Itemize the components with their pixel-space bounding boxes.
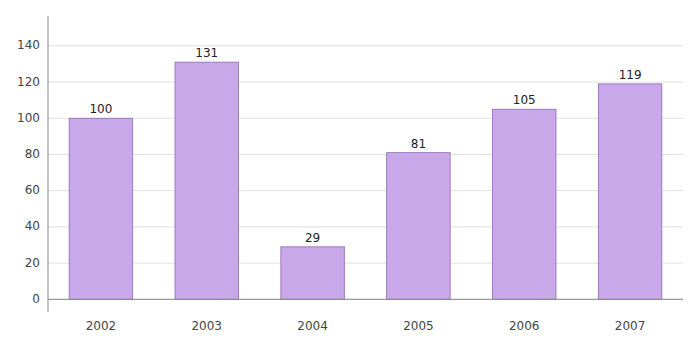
grid-line [48,190,683,191]
grid-line [48,82,683,83]
grid-line [48,118,683,119]
data-label: 105 [513,93,536,107]
y-tick-label: 40 [25,219,40,233]
y-tick-label: 120 [17,75,40,89]
x-tick-label: 2005 [403,319,434,333]
bar [387,153,451,300]
data-label: 131 [195,46,218,60]
y-tick-label: 0 [32,292,40,306]
y-tick-label: 80 [25,147,40,161]
chart-container: 0204060801001201402002200320042005200620… [0,0,699,344]
grid-line [48,299,683,300]
data-label: 29 [305,231,320,245]
bar [598,84,662,299]
x-axis-line [48,299,683,300]
data-label: 81 [411,137,426,151]
y-axis-line [48,16,49,312]
data-label: 119 [619,68,642,82]
data-labels: 100 131 29 81 105 119 [89,46,641,245]
grid-line [48,263,683,264]
bars [69,62,662,299]
x-tick-label: 2007 [615,319,646,333]
grid-line [48,226,683,227]
x-tick-label: 2002 [86,319,117,333]
bar [175,62,239,299]
y-tick-label: 100 [17,111,40,125]
x-axis-ticks: 2002 2003 2004 2005 2006 2007 [86,319,646,333]
y-tick-label: 140 [17,38,40,52]
bar [493,109,557,299]
y-axis-ticks: 0 20 40 60 80 100 120 140 [17,38,40,305]
bar [281,247,345,300]
data-label: 100 [89,102,112,116]
x-tick-label: 2003 [191,319,222,333]
x-tick-label: 2004 [297,319,328,333]
chart-svg: 0204060801001201402002200320042005200620… [0,0,699,344]
grid [48,46,683,299]
grid-line [48,45,683,46]
bar [69,118,132,299]
grid-line [48,154,683,155]
y-tick-label: 60 [25,183,40,197]
x-tick-label: 2006 [509,319,540,333]
y-tick-label: 20 [25,256,40,270]
